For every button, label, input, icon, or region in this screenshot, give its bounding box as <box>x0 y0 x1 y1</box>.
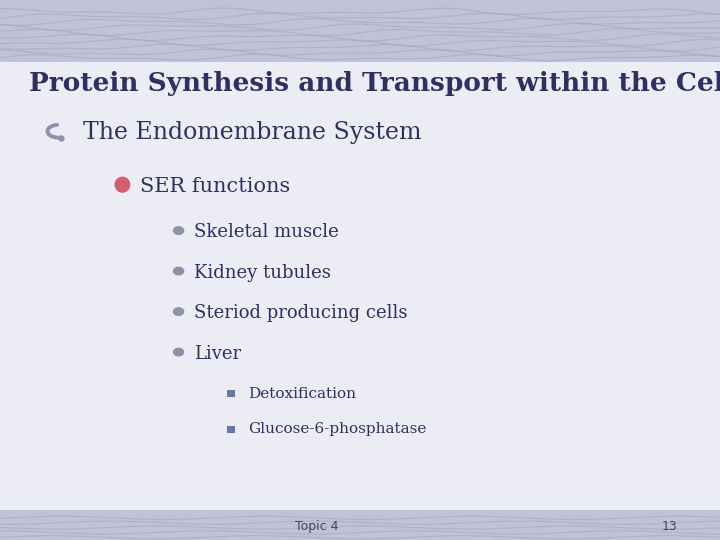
Text: Protein Synthesis and Transport within the Cell: Protein Synthesis and Transport within t… <box>29 71 720 96</box>
Text: Steriod producing cells: Steriod producing cells <box>194 304 408 322</box>
Text: 13: 13 <box>662 520 678 533</box>
Ellipse shape <box>114 177 130 193</box>
Text: Topic 4: Topic 4 <box>295 520 338 533</box>
Text: Skeletal muscle: Skeletal muscle <box>194 223 339 241</box>
Text: Liver: Liver <box>194 345 241 363</box>
Text: Kidney tubules: Kidney tubules <box>194 264 331 282</box>
Circle shape <box>174 227 184 234</box>
Text: Glucose-6-phosphatase: Glucose-6-phosphatase <box>248 422 427 436</box>
Bar <box>0 0 720 62</box>
Text: The Endomembrane System: The Endomembrane System <box>83 121 421 144</box>
Circle shape <box>174 267 184 275</box>
Circle shape <box>174 348 184 356</box>
Text: Detoxification: Detoxification <box>248 387 356 401</box>
Bar <box>0 510 720 540</box>
Circle shape <box>174 308 184 315</box>
Text: SER functions: SER functions <box>140 177 291 196</box>
Bar <box>227 390 235 397</box>
Bar <box>227 426 235 433</box>
